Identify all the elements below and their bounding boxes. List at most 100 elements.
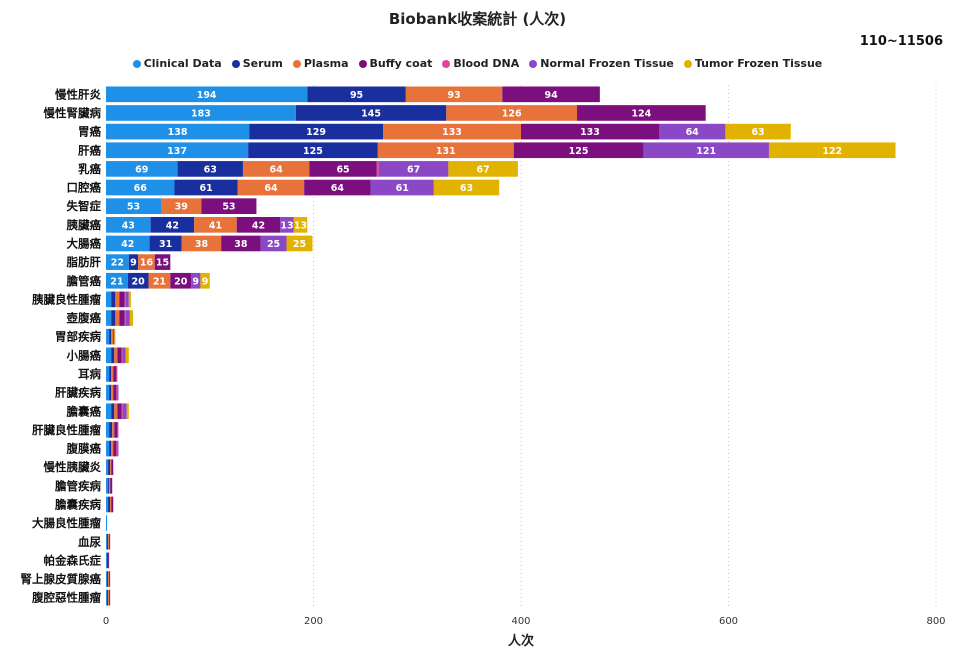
legend-swatch [683,59,692,68]
category-label: 慢性肝炎 [55,87,101,101]
bar-segment [106,459,109,476]
bar-segment [174,179,238,196]
bar-segment [249,123,384,140]
bar-segment [119,291,125,308]
data-label: 9 [192,276,199,287]
bar-segment [248,142,378,159]
data-label: 13 [280,220,293,231]
data-label: 20 [132,276,146,287]
bar-segment [725,123,791,140]
data-label: 67 [407,164,420,175]
data-label: 9 [202,276,209,287]
bar-segment [110,459,112,476]
data-label: 125 [569,146,589,157]
bar-segment [117,422,119,438]
category-label: 腹腔惡性腫瘤 [32,591,101,605]
data-label: 43 [122,220,135,231]
bar-segment [181,235,222,252]
data-label: 63 [460,183,473,194]
bar-segment [221,235,261,252]
data-label: 38 [195,239,209,250]
data-label: 138 [168,127,188,138]
bar-segment [502,86,600,103]
bar-segment [106,235,150,252]
category-label: 腎上腺皮質腺癌 [21,572,102,586]
bar-segment [109,589,111,606]
bar-segment [106,552,108,569]
bar-segment [154,254,171,270]
legend-item: Tumor Frozen Tissue [683,57,822,70]
data-label: 53 [127,202,140,213]
category-label: 胰臟癌 [66,218,102,232]
data-label: 94 [544,90,558,101]
bar-segment [106,254,129,270]
bar-segment [106,440,110,457]
bar-segment [128,291,131,308]
bar-segment [433,179,500,196]
bar-segment [116,440,118,457]
data-label: 42 [166,220,179,231]
x-tick-label: 800 [926,616,945,627]
bar-segment [108,496,111,513]
bar-segment [111,291,116,308]
bar-segment [295,105,447,121]
bar-segment [109,328,112,345]
bar-segment [237,179,305,196]
bar-segment [378,161,449,177]
data-label: 21 [153,276,166,287]
bar-segment [108,552,110,569]
data-label: 121 [696,146,716,157]
bar-segment [293,216,308,233]
bar-segment [108,533,110,550]
legend-item: Clinical Data [132,57,222,70]
bar-segment [106,272,128,289]
legend-label: Blood DNA [453,57,520,70]
data-label: 125 [303,146,323,157]
bar-segment [170,272,192,289]
bar-segment [109,571,111,587]
bar-segment [242,161,310,177]
data-label: 64 [331,183,345,194]
legend-item: Plasma [292,57,349,70]
bar-segment [122,347,126,364]
chart-legend: Clinical Data Serum Plasma Buffy coat Blood … [0,57,955,70]
bar-segment [115,310,120,326]
bar-segment [114,328,116,345]
x-tick-label: 0 [103,616,109,627]
data-label: 21 [110,276,123,287]
category-label: 膽管癌 [67,274,102,288]
data-label: 64 [264,183,278,194]
bar-segment [125,291,129,308]
bar-segment [106,477,109,494]
bar-segment [113,440,117,457]
category-label: 胰臟良性腫瘤 [31,292,101,306]
category-label: 帕金森氏症 [44,553,102,567]
bar-segment [128,254,139,270]
bar-segment [376,161,379,177]
bar-segment [106,422,110,438]
bar-segment [127,272,149,289]
bar-segment [121,403,123,420]
legend-label: Clinical Data [143,57,222,70]
data-label: 31 [159,239,172,250]
data-label: 22 [111,258,124,269]
bar-segment [106,571,108,587]
bar-segment [106,366,110,382]
data-label: 63 [751,127,764,138]
bar-segment [113,384,117,401]
bar-segment [109,533,111,550]
data-label: 15 [156,258,169,269]
legend-swatch [231,59,240,68]
category-label: 慢性腎臟病 [44,106,102,120]
data-label: 64 [270,164,284,175]
bar-segment [111,403,115,420]
bar-segment [106,496,109,513]
data-label: 183 [191,108,211,119]
bar-segment [260,235,287,252]
data-label: 13 [294,220,307,231]
bar-segment [111,347,115,364]
bar-segment [521,123,659,140]
bar-segment [106,179,175,196]
category-label: 肝臟疾病 [55,386,101,400]
data-label: 61 [200,183,213,194]
